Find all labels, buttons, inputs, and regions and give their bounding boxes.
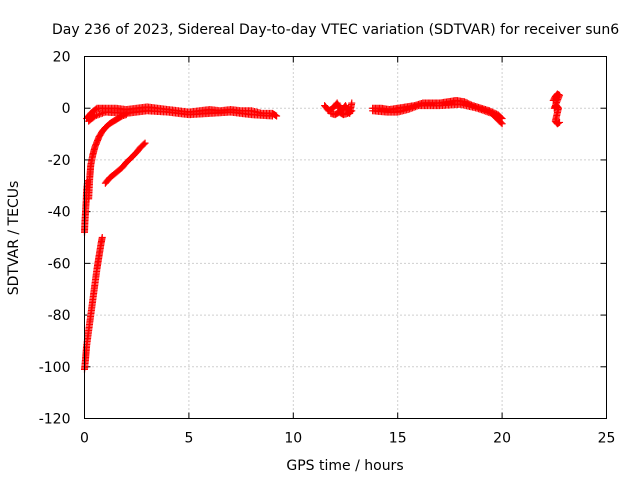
y-axis-label: SDTVAR / TECUs [6, 181, 22, 296]
data-point [348, 107, 356, 115]
y-tick-label: 0 [62, 101, 71, 117]
x-axis-label: GPS time / hours [286, 458, 403, 474]
y-tick-label: 20 [53, 50, 71, 66]
data-point [348, 99, 356, 107]
series-segment-band-14-20h [369, 96, 506, 123]
x-tick-label: 0 [80, 431, 89, 447]
y-tick-label: -120 [39, 412, 71, 428]
tick-labels: 0 5 10 15 20 25 -120 -100 -80 -60 -40 -20 0 20 [39, 50, 616, 447]
plot-frame [84, 56, 607, 419]
x-tick-label: 25 [598, 431, 616, 447]
x-tick-label: 15 [389, 431, 407, 447]
x-tick-label: 5 [184, 431, 193, 447]
y-tick-label: -40 [48, 205, 71, 221]
data-point [554, 119, 562, 127]
data-point [122, 111, 130, 119]
data-point [140, 140, 148, 148]
series-segment-band-14-20h-lower [369, 100, 506, 128]
series-segment-cluster-12h-lower [327, 107, 356, 119]
data-point [98, 234, 106, 241]
series-segment-main-dense-track-lower-edge [85, 107, 276, 125]
y-tick-label: -100 [39, 360, 71, 376]
series-segment-recovery-arc [85, 111, 130, 203]
data-point [141, 139, 149, 147]
data-point [84, 177, 92, 185]
data-point [268, 112, 276, 120]
y-tick-label: -80 [48, 308, 71, 324]
data-point [497, 119, 505, 127]
data-point [347, 107, 355, 115]
data-point [553, 102, 561, 110]
chart-title: Day 236 of 2023, Sidereal Day-to-day VTE… [52, 22, 619, 38]
series-segment-steep-rise [81, 234, 106, 373]
data-point [556, 118, 564, 126]
data-point [498, 120, 506, 128]
data-points [81, 90, 564, 373]
x-tick-label: 10 [284, 431, 302, 447]
x-tick-label: 20 [493, 431, 511, 447]
series-segment-cluster-22.6h [549, 90, 564, 128]
y-tick-label: -60 [48, 256, 71, 272]
y-tick-label: -20 [48, 153, 71, 169]
series-segment-diagonal-rise [101, 139, 149, 187]
